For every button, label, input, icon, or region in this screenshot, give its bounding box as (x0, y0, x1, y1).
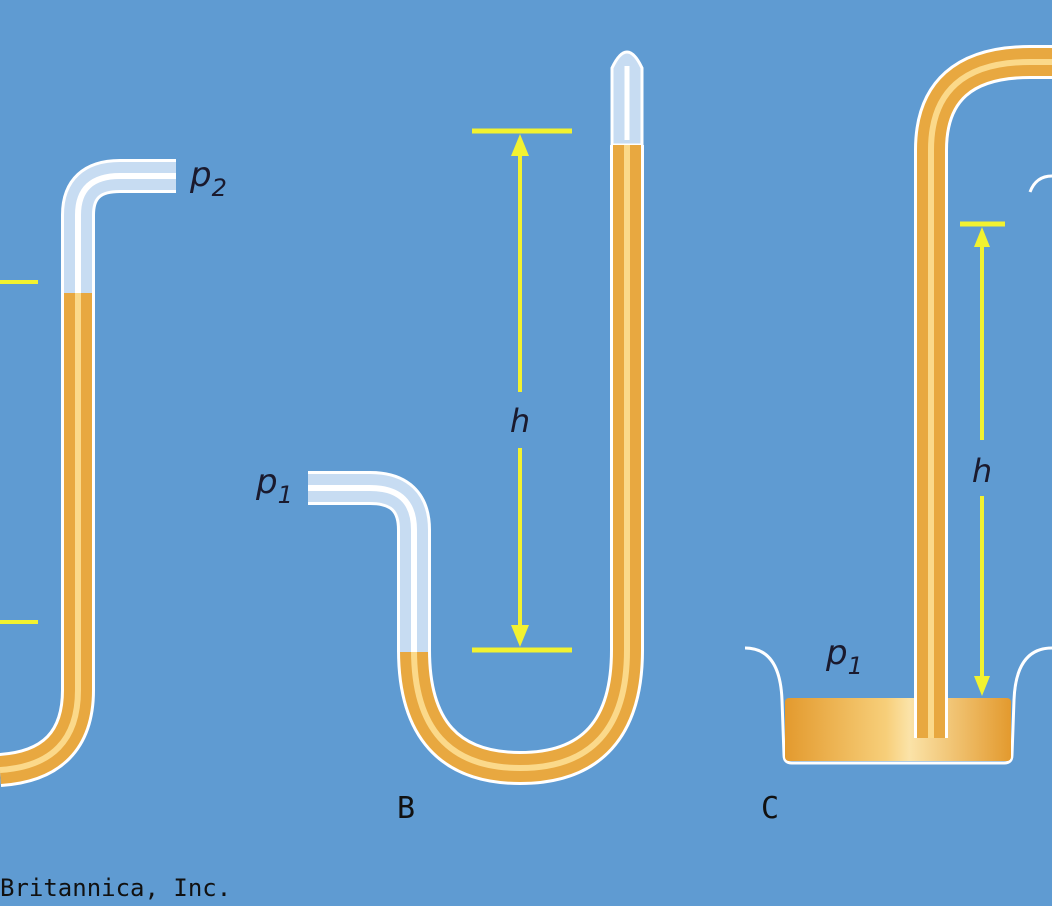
panel-a-pressure-label: p2 (189, 155, 227, 202)
panel-c-dish (744, 646, 1052, 765)
panel-a-manometer: p2 (0, 155, 227, 787)
panel-b-height-label: h (510, 402, 530, 440)
panel-b-mercury-column (397, 145, 644, 786)
panel-b-manometer: h p1 B (255, 50, 644, 826)
panel-c-caption: C (761, 791, 779, 826)
panel-c-edge-tube (1028, 174, 1052, 193)
panel-b-pressure-label: p1 (255, 462, 293, 509)
panel-c-pressure-label: p1 (825, 633, 863, 680)
panel-b-vacuum-tip (610, 50, 644, 147)
panel-b-caption: B (397, 791, 415, 826)
credit-text: Britannica, Inc. (0, 874, 231, 902)
panel-b-height-measure: h (472, 128, 572, 653)
panel-c-barometer: h p1 C (744, 45, 1052, 826)
panel-c-height-measure: h (960, 221, 1005, 696)
panel-c-dish-mercury (785, 698, 1011, 761)
panel-c-mercury-column (914, 45, 1052, 738)
panel-b-gas-tube (308, 471, 431, 652)
panel-a-mercury-column (0, 292, 95, 787)
panel-a-gas-tube (61, 159, 176, 293)
panel-c-height-label: h (972, 452, 992, 490)
